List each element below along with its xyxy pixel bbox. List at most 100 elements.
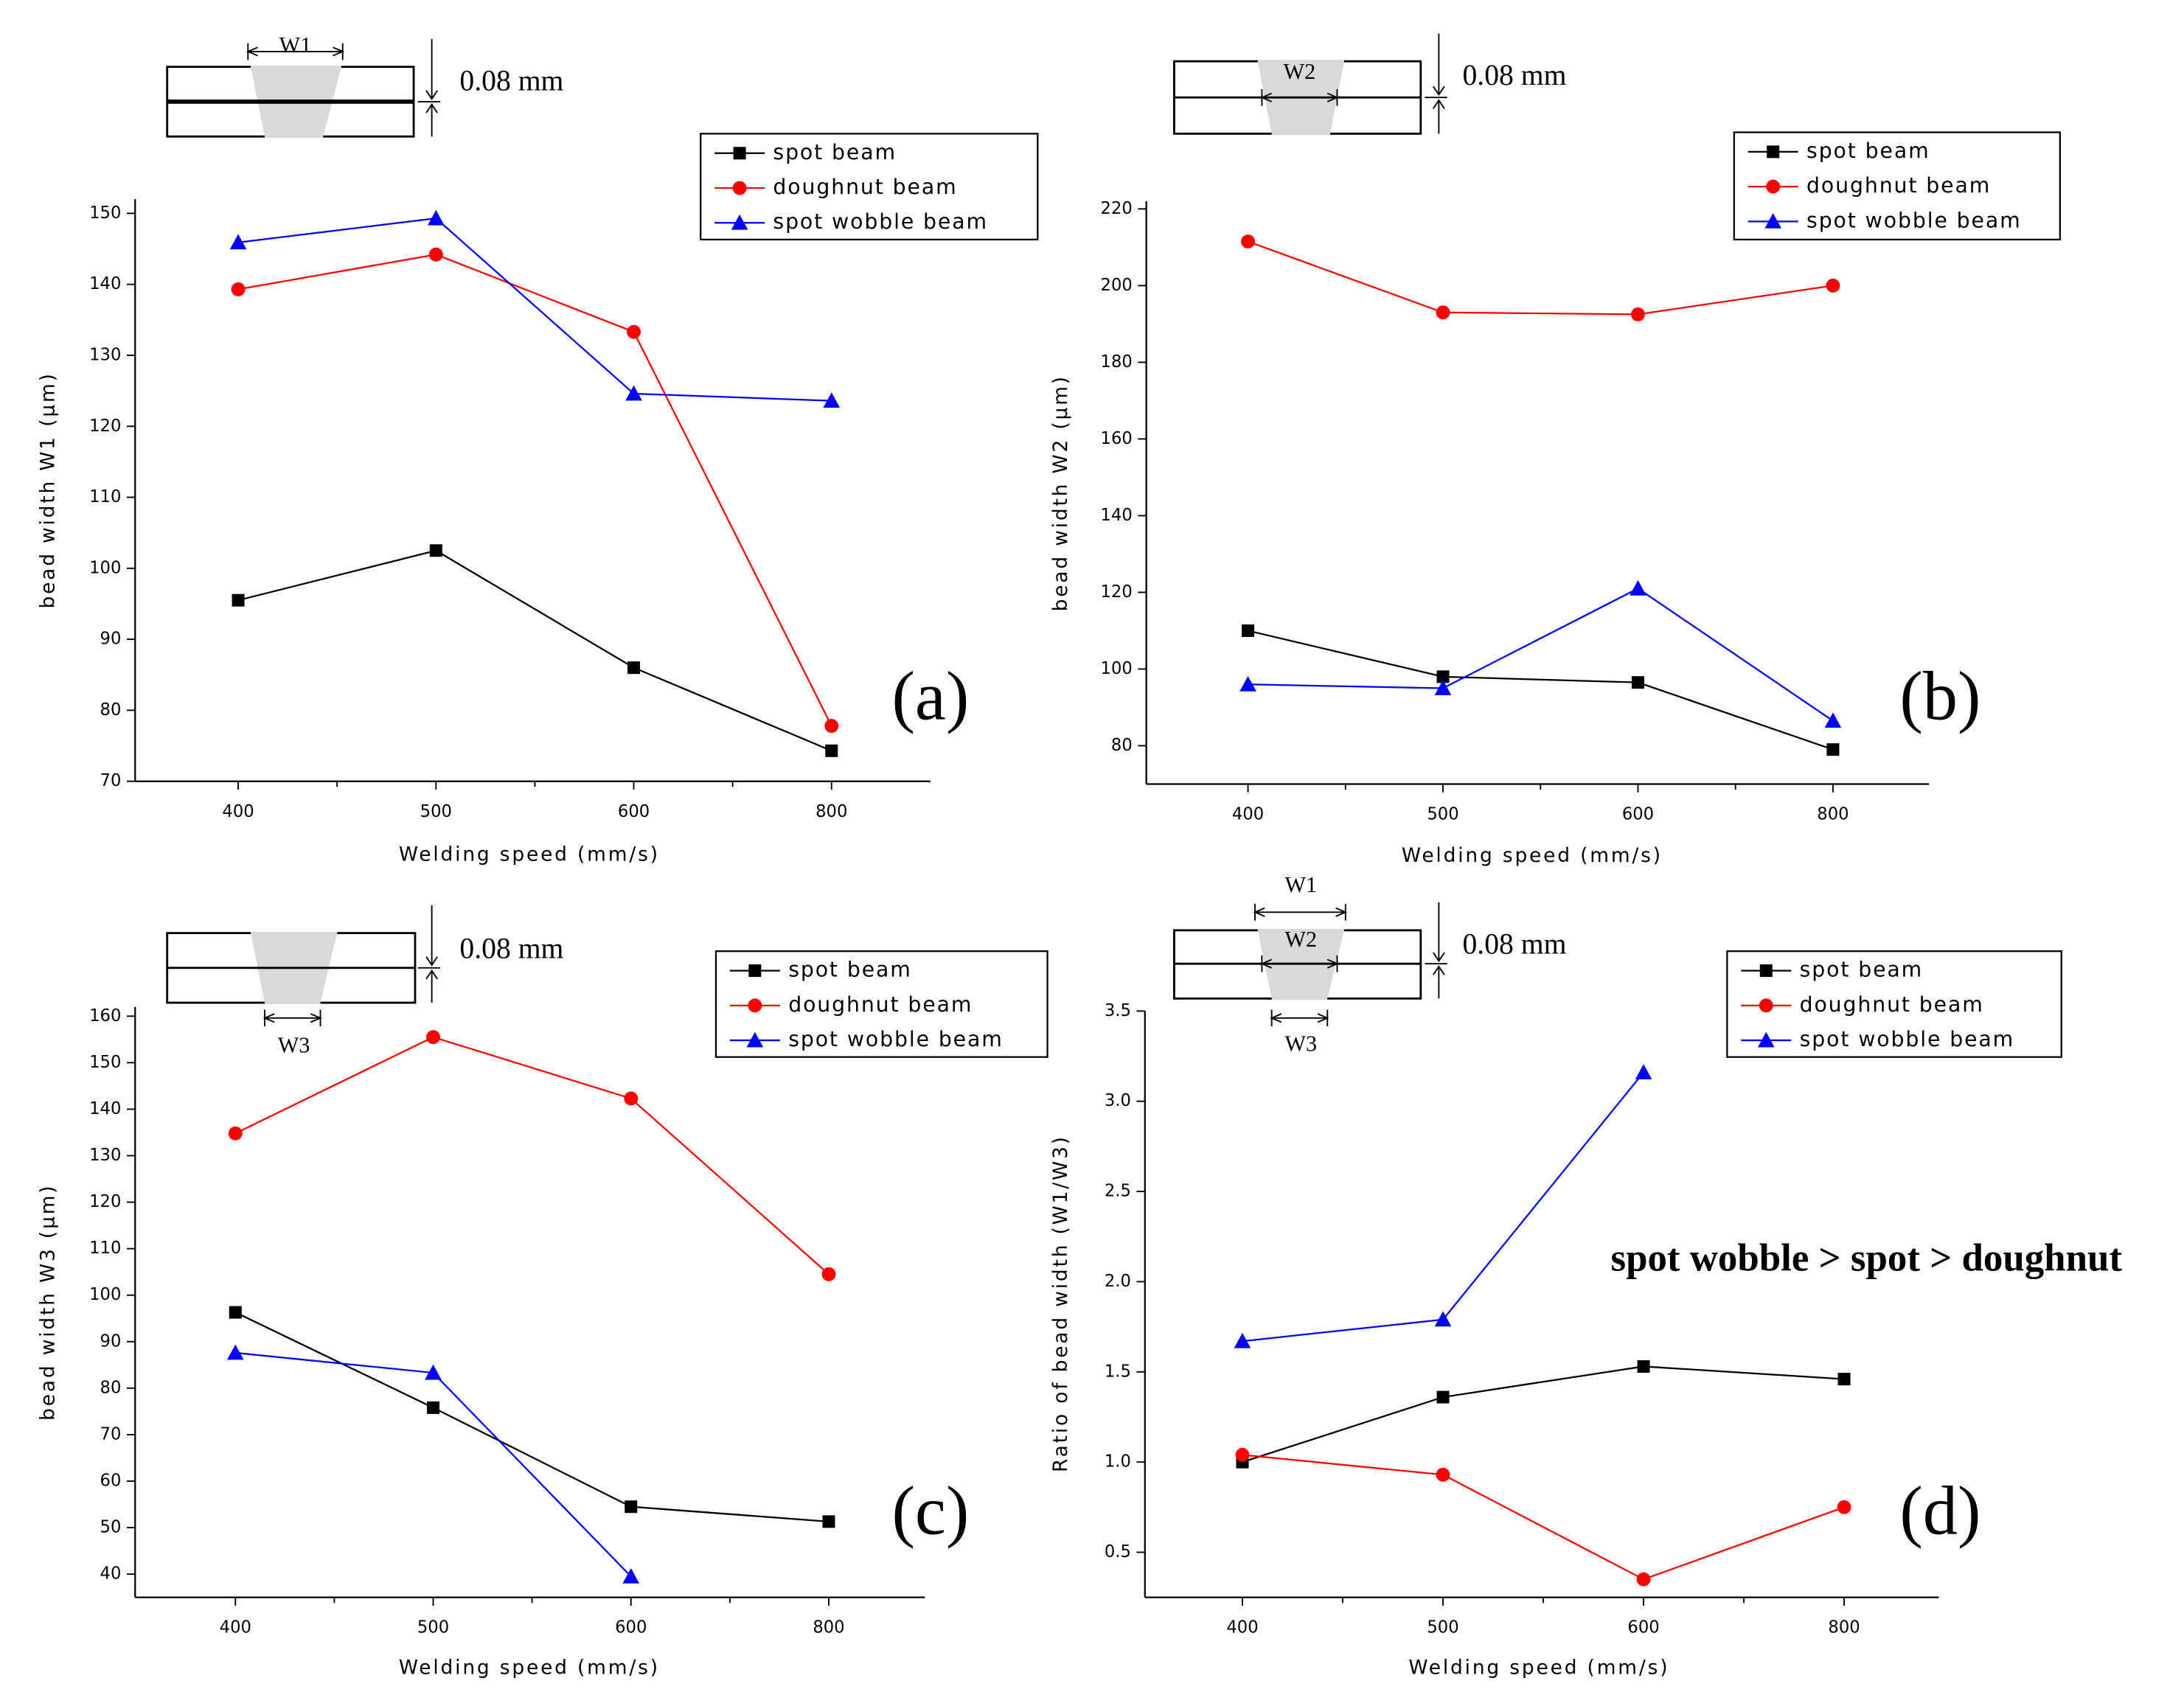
x-tick-label: 400 (222, 802, 254, 821)
marker (228, 1126, 243, 1141)
panel-label: (c) (891, 1473, 969, 1550)
marker (822, 1515, 835, 1528)
y-tick-label: 100 (89, 558, 121, 577)
marker (824, 719, 839, 734)
marker (425, 1364, 442, 1380)
legend-box (700, 133, 1039, 241)
x-tick-label: 400 (1232, 805, 1264, 824)
marker (1824, 712, 1842, 728)
marker (622, 1567, 640, 1584)
marker (748, 964, 762, 978)
marker (1837, 1373, 1851, 1386)
panel-label: (b) (1899, 658, 1980, 735)
marker (625, 1500, 638, 1514)
y-tick-label: 140 (89, 1099, 121, 1118)
y-tick-label: 150 (89, 1053, 121, 1072)
y-tick-label: 150 (89, 203, 121, 223)
width-label: W2 (1285, 927, 1318, 952)
marker (1766, 179, 1781, 194)
y-tick-label: 2.5 (1105, 1182, 1131, 1201)
legend-label: spot wobble beam (1800, 1027, 2015, 1051)
y-tick-label: 40 (100, 1564, 122, 1584)
legend-label: spot wobble beam (1806, 208, 2022, 232)
y-tick-label: 120 (89, 417, 121, 436)
marker (748, 998, 762, 1013)
x-tick-label: 400 (1226, 1618, 1258, 1637)
x-tick-label: 500 (1427, 805, 1458, 824)
x-tick-label: 600 (615, 1618, 647, 1637)
marker (427, 1401, 440, 1414)
thickness-label: 0.08 mm (459, 932, 563, 964)
marker (1837, 1500, 1851, 1514)
legend-label: doughnut beam (1800, 992, 1984, 1017)
y-tick-label: 120 (89, 1192, 121, 1211)
marker (1242, 624, 1255, 637)
series-line (237, 217, 832, 402)
x-tick-label: 800 (815, 802, 847, 821)
x-tick-label: 800 (1828, 1618, 1860, 1637)
marker (1436, 1390, 1450, 1404)
marker (1630, 579, 1646, 596)
annotation: spot wobble > spot > doughnut (1611, 1237, 2123, 1280)
panel-label: (d) (1899, 1473, 1980, 1550)
marker (624, 1091, 639, 1106)
marker (1434, 1311, 1452, 1327)
y-tick-label: 70 (100, 1424, 122, 1444)
marker (429, 544, 442, 557)
y-tick-label: 2.0 (1105, 1272, 1131, 1291)
marker (1436, 305, 1450, 320)
marker (1767, 145, 1780, 159)
series-line (1242, 1454, 1845, 1581)
y-tick-label: 200 (1101, 276, 1133, 295)
y-tick-label: 1.0 (1105, 1452, 1131, 1472)
y-tick-label: 90 (100, 1331, 122, 1351)
thk-arrows (425, 38, 438, 137)
thk-arrows (425, 905, 438, 1003)
y-tick-label: 100 (1101, 659, 1133, 678)
x-axis-label: Welding speed (mm/s) (1402, 844, 1663, 867)
marker (427, 209, 445, 226)
marker (232, 593, 245, 607)
x-tick-label: 800 (813, 1618, 844, 1637)
y-tick-label: 3.0 (1105, 1091, 1131, 1110)
marker (746, 1031, 764, 1048)
marker (1434, 680, 1452, 695)
marker (1757, 1031, 1775, 1048)
x-tick-label: 600 (618, 802, 650, 821)
marker (823, 392, 841, 408)
x-tick-label: 800 (1817, 805, 1849, 824)
x-tick-label: 600 (1622, 805, 1654, 824)
y-tick-label: 130 (89, 345, 121, 364)
marker (226, 1344, 244, 1360)
series-line (1248, 240, 1834, 316)
legend-label: spot beam (773, 140, 897, 164)
thk-arrows (1433, 902, 1445, 999)
marker (1637, 1359, 1650, 1373)
y-tick-label: 0.5 (1105, 1542, 1131, 1561)
marker (627, 661, 641, 675)
marker (229, 234, 247, 250)
x-tick-label: 600 (1627, 1618, 1659, 1637)
series-line (1242, 1365, 1845, 1463)
marker (1241, 234, 1256, 249)
y-tick-label: 90 (100, 630, 122, 649)
width-label: W2 (1284, 59, 1316, 84)
x-axis-label: Welding speed (mm/s) (399, 843, 660, 866)
marker (627, 324, 641, 339)
panel-label: (a) (891, 658, 969, 735)
marker (731, 214, 748, 230)
y-tick-label: 140 (89, 274, 121, 293)
series-line (234, 1036, 830, 1275)
legend-label: spot beam (1800, 958, 1924, 982)
width-label: W3 (278, 1032, 310, 1057)
y-tick-label: 130 (89, 1146, 121, 1165)
marker (733, 147, 746, 160)
x-tick-label: 500 (1427, 1618, 1458, 1637)
marker (1234, 1332, 1251, 1348)
width-label: W1 (279, 32, 312, 58)
y-tick-label: 110 (89, 487, 121, 506)
y-tick-label: 60 (100, 1471, 122, 1490)
marker (1436, 1467, 1450, 1482)
